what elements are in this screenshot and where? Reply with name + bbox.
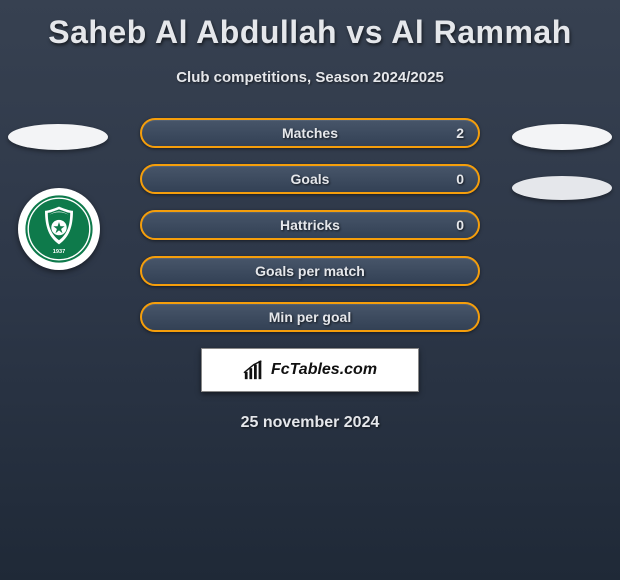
player-right-placeholder-2 — [512, 176, 612, 200]
page-title: Saheb Al Abdullah vs Al Rammah — [0, 0, 620, 51]
brand-text: FcTables.com — [271, 361, 377, 379]
subtitle: Club competitions, Season 2024/2025 — [0, 69, 620, 86]
stat-row-hattricks: Hattricks 0 — [140, 210, 480, 240]
club-logo-icon: 1937 — [24, 194, 94, 264]
stat-row-min-per-goal: Min per goal — [140, 302, 480, 332]
date-label: 25 november 2024 — [0, 414, 620, 432]
stat-value-right: 0 — [456, 217, 464, 233]
stats-area: 1937 Matches 2 Goals 0 Hattricks 0 Goals… — [0, 118, 620, 432]
player-right-placeholder-1 — [512, 124, 612, 150]
player-left-placeholder-1 — [8, 124, 108, 150]
brand-box[interactable]: FcTables.com — [201, 348, 419, 392]
stat-label: Matches — [142, 125, 478, 141]
stat-value-right: 0 — [456, 171, 464, 187]
stat-label: Goals per match — [142, 263, 478, 279]
stat-label: Min per goal — [142, 309, 478, 325]
svg-text:1937: 1937 — [53, 249, 65, 255]
stat-row-goals-per-match: Goals per match — [140, 256, 480, 286]
stat-value-right: 2 — [456, 125, 464, 141]
bar-chart-icon — [243, 359, 265, 381]
club-logo: 1937 — [18, 188, 100, 270]
stat-row-matches: Matches 2 — [140, 118, 480, 148]
stat-label: Hattricks — [142, 217, 478, 233]
stat-label: Goals — [142, 171, 478, 187]
stat-row-goals: Goals 0 — [140, 164, 480, 194]
